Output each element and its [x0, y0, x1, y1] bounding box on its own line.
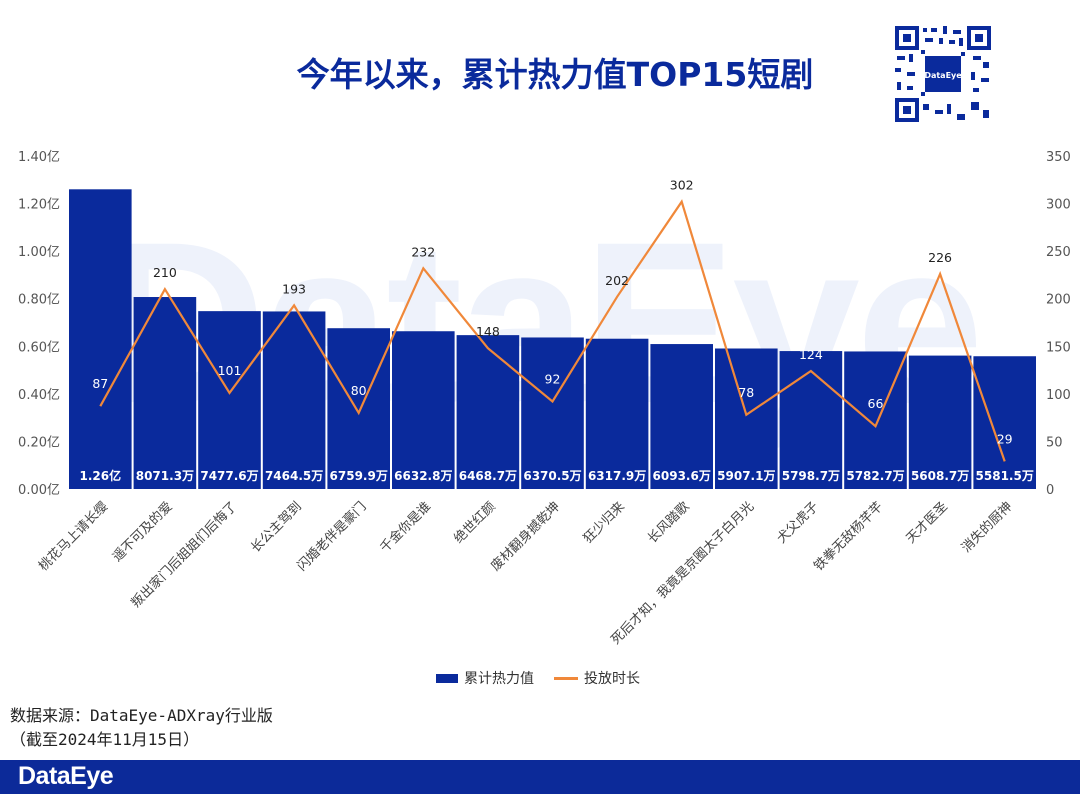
bar: [327, 328, 390, 489]
bar: [262, 311, 326, 489]
legend: 累计热力值 投放时长: [436, 668, 640, 688]
bar-value-label: 6759.9万: [330, 469, 388, 483]
bar-value-label: 6093.6万: [653, 469, 711, 483]
line-labels-group: 87 210 101 193 80 232 148 92 202 302 78 124 66 226 29: [92, 178, 1012, 447]
bar: [715, 348, 778, 489]
line-value-label: 92: [545, 371, 561, 386]
x-axis-category-label: 闪婚老伴是豪门: [294, 499, 370, 575]
right-axis-tick: 300: [1046, 198, 1071, 213]
bar-value-label: 7477.6万: [200, 469, 258, 483]
bars-group: [69, 189, 1036, 490]
bar-value-label: 5907.1万: [717, 469, 775, 483]
bar-value-label: 6317.9万: [588, 469, 646, 483]
x-axis-category-label: 狂少归来: [581, 499, 628, 546]
source-line: 数据来源：DataEye-ADXray行业版: [10, 706, 273, 725]
page-title: 今年以来，累计热力值TOP15短剧: [296, 55, 814, 94]
bar: [198, 311, 261, 489]
line-value-label: 302: [670, 178, 694, 193]
bar: [650, 344, 713, 489]
right-axis-tick: 350: [1046, 150, 1071, 165]
x-axis-category-label: 遥不可及的爱: [109, 499, 175, 565]
line-value-label: 66: [868, 396, 884, 411]
line-value-label: 87: [92, 376, 108, 391]
bar-value-label: 1.26亿: [79, 468, 121, 483]
x-axis-category-label: 天才医圣: [904, 499, 951, 546]
legend-line-label: 投放时长: [584, 671, 640, 687]
legend-line-swatch: [554, 676, 578, 680]
footer-bar: DataEye: [0, 760, 1080, 794]
x-axis-category-label: 千金你是谁: [377, 499, 434, 556]
x-axis-category-label: 犬父虎子: [774, 499, 821, 546]
x-axis-category-label: 长公主驾到: [248, 499, 305, 556]
legend-bar-swatch: [436, 673, 458, 683]
bar-value-label: 6632.8万: [394, 469, 452, 483]
right-axis-tick: 150: [1046, 340, 1071, 355]
line-value-label: 80: [351, 383, 367, 398]
left-axis-tick: 0.00亿: [18, 483, 60, 498]
left-axis-tick: 1.40亿: [18, 150, 60, 165]
combo-chart: 0.00亿 0.20亿 0.40亿 0.60亿 0.80亿 1.00亿 1.20亿 1.40亿…: [18, 150, 1071, 648]
line-value-label: 232: [411, 244, 435, 259]
left-axis-tick: 0.60亿: [18, 340, 60, 355]
left-axis-tick: 0.20亿: [18, 435, 60, 450]
bar: [392, 331, 455, 489]
duration-line: [99, 199, 1006, 462]
bar: [69, 189, 132, 490]
x-axis-category-label: 铁拳无敌杨芊芊: [811, 499, 887, 575]
data-source: 数据来源：DataEye-ADXray行业版 （截至2024年11月15日）: [10, 704, 273, 752]
bar-value-label: 5782.7万: [846, 469, 904, 483]
line-value-label: 78: [738, 385, 754, 400]
legend-bar-label: 累计热力值: [464, 671, 534, 687]
right-axis-ticks: 0 50 100 150 200 250 300 350: [1046, 150, 1071, 498]
bar-value-label: 7464.5万: [265, 469, 323, 483]
qr-logo-label: DataEye: [924, 71, 962, 80]
bar-value-label: 5798.7万: [782, 469, 840, 483]
x-axis-category-label: 桃花马上请长缨: [35, 499, 111, 575]
bar-labels-group: 1.26亿 8071.3万 7477.6万 7464.5万 6759.9万 6632.8万…: [79, 468, 1033, 483]
line-value-label: 202: [605, 273, 629, 288]
right-axis-tick: 200: [1046, 293, 1071, 308]
bar-value-label: 5581.5万: [976, 469, 1034, 483]
line-value-label: 29: [997, 431, 1013, 446]
bar: [973, 356, 1036, 489]
x-axis-category-label: 消失的厨神: [958, 499, 1015, 556]
bar-value-label: 5608.7万: [911, 469, 969, 483]
left-axis-ticks: 0.00亿 0.20亿 0.40亿 0.60亿 0.80亿 1.00亿 1.20亿 1.40亿: [18, 150, 60, 498]
source-date: （截至2024年11月15日）: [10, 730, 200, 749]
bar: [521, 337, 584, 489]
bar-value-label: 8071.3万: [136, 469, 194, 483]
right-axis-tick: 50: [1046, 435, 1063, 450]
x-axis-category-label: 长风踏歌: [645, 499, 692, 546]
footer-logo: DataEye: [18, 762, 114, 790]
bar-value-label: 6468.7万: [459, 469, 517, 483]
bar: [779, 351, 843, 489]
right-axis-tick: 100: [1046, 388, 1071, 403]
qr-code: DataEye: [893, 24, 993, 124]
left-axis-tick: 0.40亿: [18, 388, 60, 403]
bar: [908, 355, 972, 489]
line-value-label: 210: [153, 265, 177, 280]
line-value-label: 226: [928, 250, 952, 265]
line-value-label: 101: [218, 363, 242, 378]
x-axis-category-label: 死后才知，我竟是京圈太子白月光: [608, 499, 757, 648]
line-value-label: 148: [476, 324, 500, 339]
right-axis-tick: 0: [1046, 483, 1054, 498]
left-axis-tick: 1.20亿: [18, 198, 60, 213]
x-axis-category-label: 绝世红颜: [451, 499, 499, 547]
line-value-label: 124: [799, 347, 823, 362]
x-axis-category-label: 废材翻身撼乾坤: [488, 499, 564, 575]
left-axis-tick: 0.80亿: [18, 293, 60, 308]
bar: [585, 338, 649, 489]
bar: [456, 335, 520, 489]
line-value-label: 193: [282, 281, 306, 296]
x-axis-category-label: 叛出家门后姐姐们后悔了: [128, 499, 240, 611]
left-axis-tick: 1.00亿: [18, 245, 60, 260]
bar-value-label: 6370.5万: [523, 469, 581, 483]
right-axis-tick: 250: [1046, 245, 1071, 260]
